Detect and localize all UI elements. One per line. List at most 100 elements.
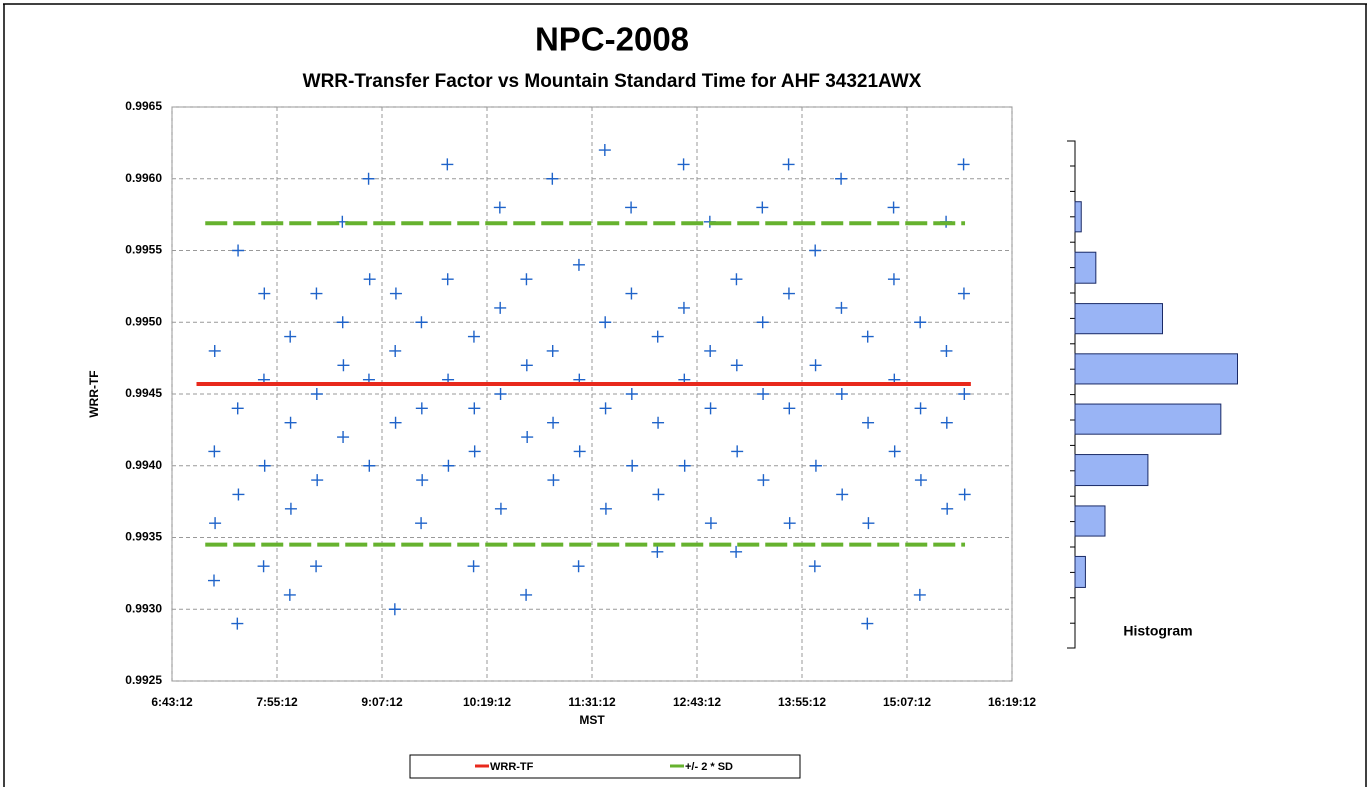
scatter-point	[836, 488, 849, 501]
scatter-point	[782, 287, 795, 300]
scatter-point	[520, 359, 533, 372]
scatter-point	[572, 258, 585, 271]
scatter-point	[388, 603, 401, 616]
scatter-point	[914, 474, 927, 487]
scatter-point	[809, 359, 822, 372]
histogram-bar	[1074, 403, 1222, 435]
scatter-point	[914, 402, 927, 415]
histogram-bar	[1074, 454, 1149, 487]
scatter-point	[284, 416, 297, 429]
legend-label: WRR-TF	[490, 761, 534, 773]
scatter-point	[494, 388, 507, 400]
scatter-point	[914, 316, 927, 329]
scatter-point	[783, 402, 796, 415]
scatter-point	[677, 301, 690, 314]
scatter-point	[704, 344, 717, 357]
scatter-point	[520, 273, 533, 286]
scatter-point	[652, 488, 665, 501]
scatter-point	[598, 144, 611, 157]
scatter-point	[625, 388, 638, 400]
scatter-point	[625, 287, 638, 300]
scatter-point	[756, 316, 769, 329]
scatter-point	[704, 402, 717, 415]
scatter-point	[520, 588, 533, 601]
scatter-point	[363, 273, 376, 286]
scatter-point	[652, 416, 665, 429]
histogram-bar	[1074, 555, 1086, 588]
scatter-point	[572, 560, 585, 573]
scatter-point	[416, 474, 429, 487]
y-tick-label: 0.9935	[125, 530, 162, 544]
scatter-point	[468, 445, 481, 458]
scatter-point	[232, 244, 245, 257]
scatter-point	[957, 287, 970, 300]
chart-subtitle: WRR-Transfer Factor vs Mountain Standard…	[303, 71, 922, 92]
y-tick-label: 0.9945	[125, 386, 162, 400]
histogram-bar	[1074, 201, 1082, 233]
scatter-point	[835, 388, 848, 400]
scatter-point	[415, 402, 428, 415]
scatter-point	[442, 459, 455, 472]
scatter-point	[757, 474, 770, 487]
scatter-point	[651, 545, 664, 558]
y-axis-label: WRR-TF	[87, 370, 101, 417]
x-tick-label: 16:19:12	[988, 695, 1036, 709]
scatter-point	[625, 201, 638, 214]
scatter-point	[835, 172, 848, 185]
reference-line	[205, 221, 966, 547]
scatter-point	[941, 502, 954, 515]
scatter-point	[310, 287, 323, 300]
scatter-point	[231, 617, 244, 630]
scatter-point	[547, 474, 560, 487]
y-tick-label: 0.9950	[125, 314, 162, 328]
scatter-point	[651, 330, 664, 343]
scatter-point	[257, 560, 270, 573]
scatter-point	[415, 517, 428, 530]
histogram-bar	[1074, 505, 1106, 537]
scatter-point	[678, 459, 691, 472]
scatter-point	[284, 330, 297, 343]
scatter-point	[887, 273, 900, 286]
x-tick-label: 11:31:12	[568, 695, 616, 709]
scatter-point	[861, 330, 874, 343]
scatter-point	[547, 416, 560, 429]
scatter-point	[258, 287, 271, 300]
scatter-point	[310, 388, 323, 400]
scatter-point	[415, 316, 428, 329]
scatter-point	[209, 517, 222, 530]
scatter-point	[862, 517, 875, 530]
scatter-point	[573, 445, 586, 458]
scatter-point	[940, 344, 953, 357]
scatter-point	[310, 560, 323, 573]
histogram-title: Histogram	[1123, 623, 1192, 639]
scatter-point	[258, 459, 271, 472]
scatter-point	[208, 445, 221, 458]
scatter-point	[284, 502, 297, 515]
scatter-point	[677, 158, 690, 171]
scatter-point	[809, 244, 822, 257]
scatter-point	[467, 560, 480, 573]
scatter-point	[782, 158, 795, 171]
scatter-point	[389, 416, 402, 429]
scatter-point	[441, 273, 454, 286]
histogram-bar	[1074, 251, 1097, 284]
histogram-bar	[1074, 353, 1238, 385]
y-tick-label: 0.9955	[125, 243, 162, 257]
scatter-point	[232, 488, 245, 501]
scatter-point	[757, 388, 770, 400]
x-tick-label: 6:43:12	[151, 695, 193, 709]
scatter-point	[861, 617, 874, 630]
scatter-point	[599, 316, 612, 329]
scatter-point	[958, 488, 971, 501]
chart-title: NPC-2008	[535, 21, 689, 58]
y-tick-label: 0.9925	[125, 673, 162, 687]
scatter-point	[231, 402, 244, 415]
scatter-point	[546, 344, 559, 357]
scatter-point	[521, 431, 534, 444]
scatter-point	[957, 158, 970, 171]
y-tick-label: 0.9960	[125, 171, 162, 185]
scatter-point	[208, 574, 220, 587]
x-tick-label: 12:43:12	[673, 695, 721, 709]
scatter-point	[599, 402, 612, 415]
scatter-point	[730, 359, 743, 372]
